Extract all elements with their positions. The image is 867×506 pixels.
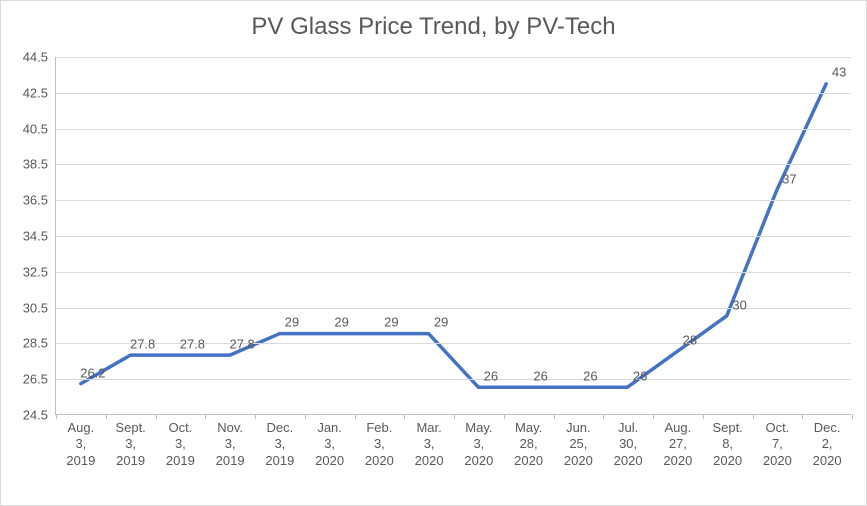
x-tick-label: Dec. 2, 2020 xyxy=(802,414,852,469)
x-tick-label: Nov. 3, 2019 xyxy=(205,414,255,469)
gridline xyxy=(56,57,851,58)
x-tick-label: Jul. 30, 2020 xyxy=(603,414,653,469)
x-tick-label: May. 28, 2020 xyxy=(504,414,554,469)
gridline xyxy=(56,236,851,237)
y-tick-label: 34.5 xyxy=(23,229,56,244)
data-label: 43 xyxy=(832,64,846,79)
y-tick-label: 38.5 xyxy=(23,157,56,172)
data-label: 37 xyxy=(782,172,796,187)
data-label: 29 xyxy=(334,315,348,330)
y-tick-label: 44.5 xyxy=(23,50,56,65)
x-tick-label: Aug. 3, 2019 xyxy=(56,414,106,469)
y-tick-label: 26.5 xyxy=(23,372,56,387)
data-label: 27.8 xyxy=(229,336,254,351)
data-label: 27.8 xyxy=(130,336,155,351)
data-label: 26 xyxy=(633,369,647,384)
x-tick-label: Sept. 8, 2020 xyxy=(703,414,753,469)
data-label: 26 xyxy=(583,369,597,384)
data-label: 26.2 xyxy=(80,365,105,380)
gridline xyxy=(56,272,851,273)
gridline xyxy=(56,129,851,130)
x-tick-label: Jun. 25, 2020 xyxy=(554,414,604,469)
chart-title: PV Glass Price Trend, by PV-Tech xyxy=(1,13,866,41)
data-label: 26 xyxy=(533,369,547,384)
x-tick-label: Aug. 27, 2020 xyxy=(653,414,703,469)
x-tick-label: May. 3, 2020 xyxy=(454,414,504,469)
y-tick-label: 36.5 xyxy=(23,193,56,208)
gridline xyxy=(56,343,851,344)
y-tick-label: 42.5 xyxy=(23,85,56,100)
data-label: 29 xyxy=(434,315,448,330)
x-tick-label: Oct. 7, 2020 xyxy=(753,414,803,469)
gridline xyxy=(56,200,851,201)
chart-container: PV Glass Price Trend, by PV-Tech 24.526.… xyxy=(0,0,867,506)
data-label: 27.8 xyxy=(180,336,205,351)
x-tick-label: Dec. 3, 2019 xyxy=(255,414,305,469)
data-label: 29 xyxy=(285,315,299,330)
y-tick-label: 32.5 xyxy=(23,264,56,279)
x-tick-label: Jan. 3, 2020 xyxy=(305,414,355,469)
plot-area: 24.526.528.530.532.534.536.538.540.542.5… xyxy=(55,57,851,415)
data-label: 26 xyxy=(484,369,498,384)
x-tick-mark xyxy=(852,414,853,419)
y-tick-label: 28.5 xyxy=(23,336,56,351)
data-label: 29 xyxy=(384,315,398,330)
gridline xyxy=(56,93,851,94)
x-tick-label: Mar. 3, 2020 xyxy=(404,414,454,469)
x-tick-label: Oct. 3, 2019 xyxy=(156,414,206,469)
data-label: 28 xyxy=(683,333,697,348)
x-tick-label: Feb. 3, 2020 xyxy=(355,414,405,469)
gridline xyxy=(56,379,851,380)
y-tick-label: 40.5 xyxy=(23,121,56,136)
x-tick-label: Sept. 3, 2019 xyxy=(106,414,156,469)
y-tick-label: 30.5 xyxy=(23,300,56,315)
y-tick-label: 24.5 xyxy=(23,408,56,423)
gridline xyxy=(56,164,851,165)
data-label: 30 xyxy=(732,297,746,312)
